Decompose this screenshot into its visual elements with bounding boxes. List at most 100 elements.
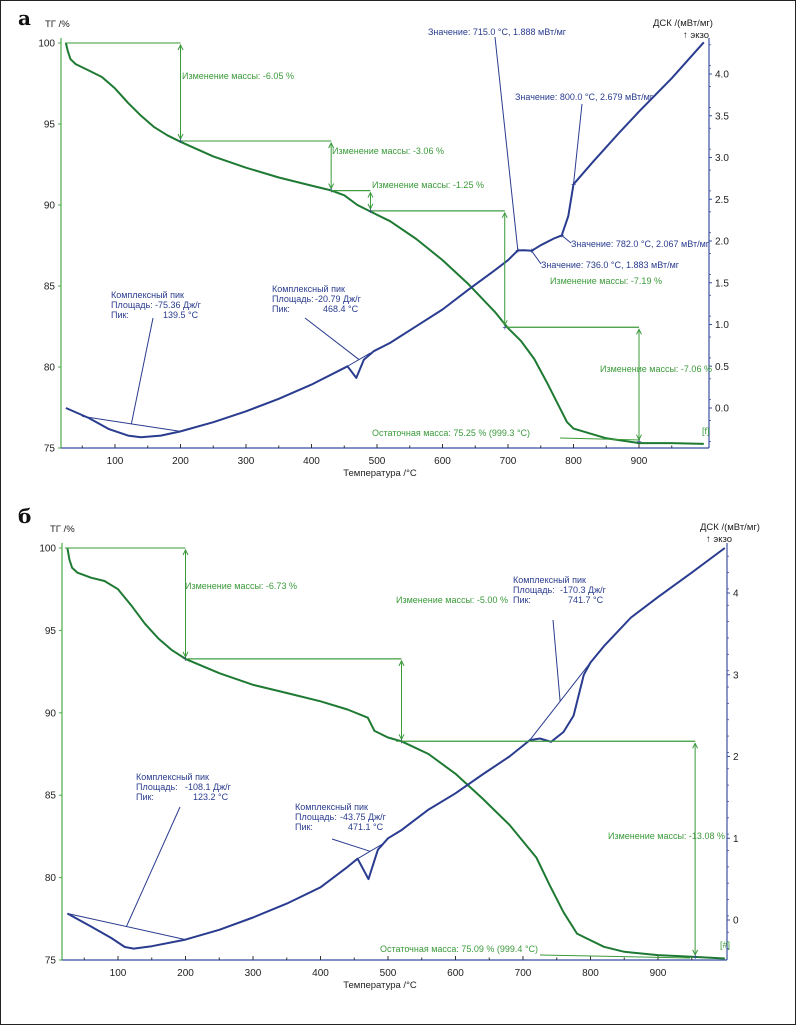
tg-tick-label: 75 [45, 956, 57, 967]
peak-area-label: Площадь: [295, 812, 337, 822]
peak-temp-label: Пик: [272, 304, 290, 314]
peak-title: Комплексный пик [136, 772, 209, 782]
arrow-head-down [328, 183, 335, 190]
tg-tick-label: 90 [45, 708, 57, 719]
mass-change-label: Изменение массы: -6.05 % [182, 71, 294, 81]
peak-leader-line [304, 317, 360, 360]
tg-step-marker: + [693, 952, 698, 962]
chart-b: 100 200 300 400 500 600 700 800 900 100 95 90 85 80 75… [39, 522, 760, 991]
arrow-head-up [367, 191, 374, 198]
tg-tick-label: 85 [45, 791, 57, 802]
tg-curve [64, 42, 704, 445]
peak-temp-label: Пик: [111, 310, 129, 320]
dsc-value-marker: + [529, 246, 534, 256]
peak-temp-value: 741.7 °C [568, 595, 604, 605]
tg-tick-label: 80 [44, 363, 56, 374]
dsc-value-label: Значение: 782.0 °C, 2.067 мВт/мг [571, 239, 710, 249]
tg-tick-label: 95 [44, 120, 56, 131]
x-tick-label: 700 [500, 456, 517, 467]
peak-area-value: -170.3 Дж/г [560, 585, 607, 595]
dsc-value-leader [531, 250, 542, 265]
mass-change-label: Изменение массы: -1.25 % [372, 180, 484, 190]
dsc-curve [66, 547, 726, 950]
dsc-tick-label: 1.5 [715, 278, 729, 289]
dsc-value-label: Значение: 736.0 °C, 1.883 мВт/мг [541, 260, 680, 270]
x-axis-title: Температура /°C [343, 980, 417, 991]
panel-label-a: а [18, 6, 31, 30]
x-tick-label: 700 [515, 968, 532, 979]
arrow-head-down [398, 734, 405, 741]
dsc-value-label: Значение: 800.0 °C, 2.679 мВт/мг [515, 92, 654, 102]
dsc-tick-label: 3.5 [715, 111, 729, 122]
tg-step-marker: + [178, 136, 183, 146]
peak-temp-value: 123.2 °C [193, 792, 229, 802]
dsc-value-leader [494, 36, 519, 251]
peak-area-label: Площадь: [136, 782, 178, 792]
x-tick-label: 200 [177, 968, 194, 979]
x-tick-label: 800 [582, 968, 599, 979]
x-tick-label: 800 [565, 456, 582, 467]
tg-curve [66, 547, 725, 960]
x-tick-label: 300 [245, 968, 262, 979]
tg-tick-label: 80 [45, 873, 57, 884]
x-tick-label: 900 [650, 968, 667, 979]
residual-mass-label: Остаточная масса: 75.09 % (999.4 °C) [380, 944, 538, 954]
peak-leader-line [130, 317, 154, 424]
x-tick-label: 900 [631, 456, 648, 467]
tg-tick-label: 100 [39, 544, 56, 555]
peak-area-label: Площадь: [272, 294, 314, 304]
peak-baseline [357, 843, 383, 860]
arrow-head-down [501, 320, 508, 327]
x-tick-label: 500 [369, 456, 386, 467]
arrow-head-down [177, 133, 184, 141]
dsc-tick-label: 0 [733, 916, 739, 927]
mass-change-label: Изменение массы: -13.08 % [608, 831, 725, 841]
dsc-value-marker: + [559, 230, 564, 240]
end-marker: [f] [702, 426, 710, 436]
peak-area-label: Площадь: [111, 300, 153, 310]
peak-temp-label: Пик: [136, 792, 154, 802]
mass-change-label: Изменение массы: -3.06 % [332, 146, 444, 156]
dsc-tick-label: 1.0 [715, 320, 729, 331]
x-tick-label: 100 [107, 456, 124, 467]
peak-area-label: Площадь: [513, 585, 555, 595]
peak-temp-value: 471.1 °C [348, 822, 384, 832]
mass-change-label: Изменение массы: -7.06 % [600, 364, 712, 374]
arrow-head-up [501, 211, 508, 219]
dsc-value-marker: + [571, 179, 576, 189]
arrow-head-up [636, 328, 642, 335]
tg-step-marker: + [368, 206, 373, 216]
peak-leader-line [125, 806, 181, 927]
peak-temp-value: 139.5 °C [163, 310, 199, 320]
tg-step-marker: + [502, 322, 507, 332]
dsc-tick-label: 3.0 [715, 153, 729, 164]
tg-tick-label: 100 [38, 39, 55, 50]
x-tick-label: 400 [312, 968, 329, 979]
peak-area-value: -75.36 Дж/г [155, 300, 202, 310]
peak-temp-label: Пик: [295, 822, 313, 832]
arrow-head-up [177, 43, 184, 51]
dsc-value-leader [561, 235, 572, 244]
tg-step-marker: + [637, 437, 642, 447]
peak-area-value: -108.1 Дж/г [185, 782, 232, 792]
dsc-tick-label: 1 [733, 834, 739, 845]
x-tick-label: 600 [447, 968, 464, 979]
peak-title: Комплексный пик [111, 290, 184, 300]
arrow-head-down [367, 203, 374, 210]
end-marker: [#] [720, 940, 730, 950]
tg-tick-label: 85 [44, 282, 56, 293]
dsc-curve [65, 41, 705, 439]
x-tick-label: 600 [434, 456, 451, 467]
chart-a: 100 200 300 400 500 600 700 800 900 100 95 90 85 80 75… [38, 18, 729, 479]
peak-leader-line [552, 619, 561, 702]
dsc-value-leader [573, 103, 583, 185]
residual-mass-label: Остаточная масса: 75.25 % (999.3 °C) [372, 428, 530, 438]
x-tick-label: 500 [380, 968, 397, 979]
dsc-tick-label: 2 [733, 752, 739, 763]
x-tick-label: 400 [303, 456, 320, 467]
mass-change-label: Изменение массы: -5.00 % [396, 595, 508, 605]
arrow-head-down [692, 949, 699, 956]
arrow-head-down [182, 651, 189, 659]
x-tick-label: 200 [172, 456, 189, 467]
dsc-tick-label: 2.0 [715, 237, 729, 248]
